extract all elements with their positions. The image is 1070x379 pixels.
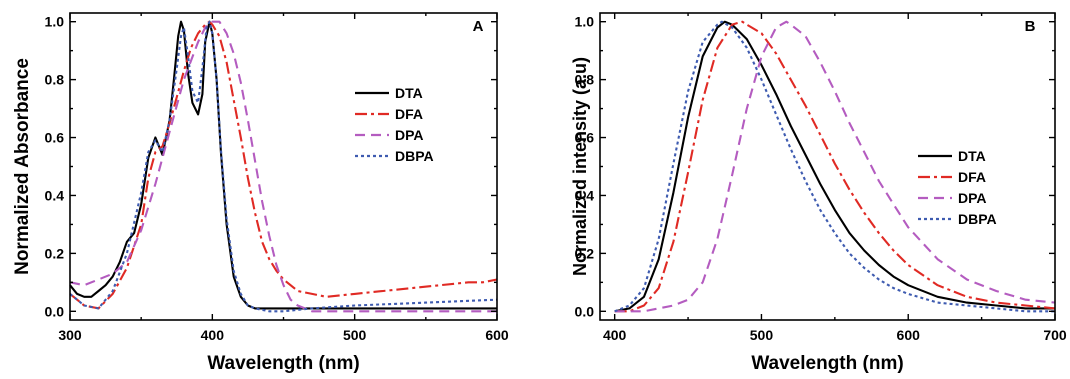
- x-tick-label: 400: [201, 327, 225, 343]
- y-axis-title: Normalized intensity (a.u): [570, 57, 590, 276]
- series-line-dta: [614, 20, 1055, 313]
- panel-label: B: [1025, 18, 1036, 35]
- legend-label-dfa: DFA: [395, 106, 423, 122]
- series-line-dfa: [69, 20, 498, 310]
- series-line-dfa: [614, 20, 1056, 313]
- y-tick-label: 1.0: [575, 14, 595, 30]
- chart-panel-b: 400 500 600 700 0.0 0.2 0.4 0.6 0.8 1.0 Wavelength…: [570, 12, 1067, 374]
- y-tick-label: 0.8: [575, 72, 595, 88]
- x-tick-label: 500: [750, 327, 774, 343]
- legend: DTA DFA DPA DBPA: [355, 85, 434, 164]
- y-tick-label: 0.0: [575, 303, 595, 319]
- legend-label-dta: DTA: [958, 148, 986, 164]
- x-tick-label: 600: [897, 327, 921, 343]
- x-tick-label: 400: [603, 327, 627, 343]
- y-tick-label: 1.0: [45, 14, 65, 30]
- legend-label-dfa: DFA: [958, 169, 986, 185]
- legend-label-dta: DTA: [395, 85, 423, 101]
- legend-label-dpa: DPA: [958, 190, 987, 206]
- y-tick-label: 0.2: [45, 245, 65, 261]
- chart-panel-a: 300 400 500 600 0.0 0.2 0.4 0.6 0.8 1.0 Wavelength…: [12, 12, 509, 374]
- series-line-dpa: [69, 20, 497, 313]
- legend-label-dbpa: DBPA: [395, 148, 434, 164]
- x-axis-title: Wavelength (nm): [751, 353, 903, 374]
- y-tick-label: 0.8: [45, 72, 65, 88]
- x-tick-label: 500: [343, 327, 367, 343]
- series-line-dpa: [614, 20, 1056, 313]
- panel-label: A: [473, 18, 484, 35]
- series-line-dta: [69, 20, 497, 310]
- y-tick-label: 0.6: [45, 130, 65, 146]
- y-axis-title: Normalized Absorbance: [12, 58, 33, 275]
- x-tick-label: 300: [58, 327, 82, 343]
- x-axis-title: Wavelength (nm): [207, 353, 359, 374]
- legend-label-dbpa: DBPA: [958, 211, 997, 227]
- legend: DTA DFA DPA DBPA: [918, 148, 997, 227]
- plot-frame: [69, 12, 498, 321]
- x-tick-label: 600: [485, 327, 509, 343]
- x-tick-label: 700: [1043, 327, 1067, 343]
- legend-label-dpa: DPA: [395, 127, 424, 143]
- y-tick-label: 0.6: [575, 130, 595, 146]
- y-tick-label: 0.4: [575, 187, 595, 203]
- plot-frame: [599, 12, 1056, 321]
- y-tick-label: 0.0: [45, 303, 65, 319]
- series-line-dbpa: [69, 20, 498, 313]
- series-line-dbpa: [614, 20, 1055, 313]
- y-tick-label: 0.2: [575, 245, 595, 261]
- y-tick-label: 0.4: [45, 187, 65, 203]
